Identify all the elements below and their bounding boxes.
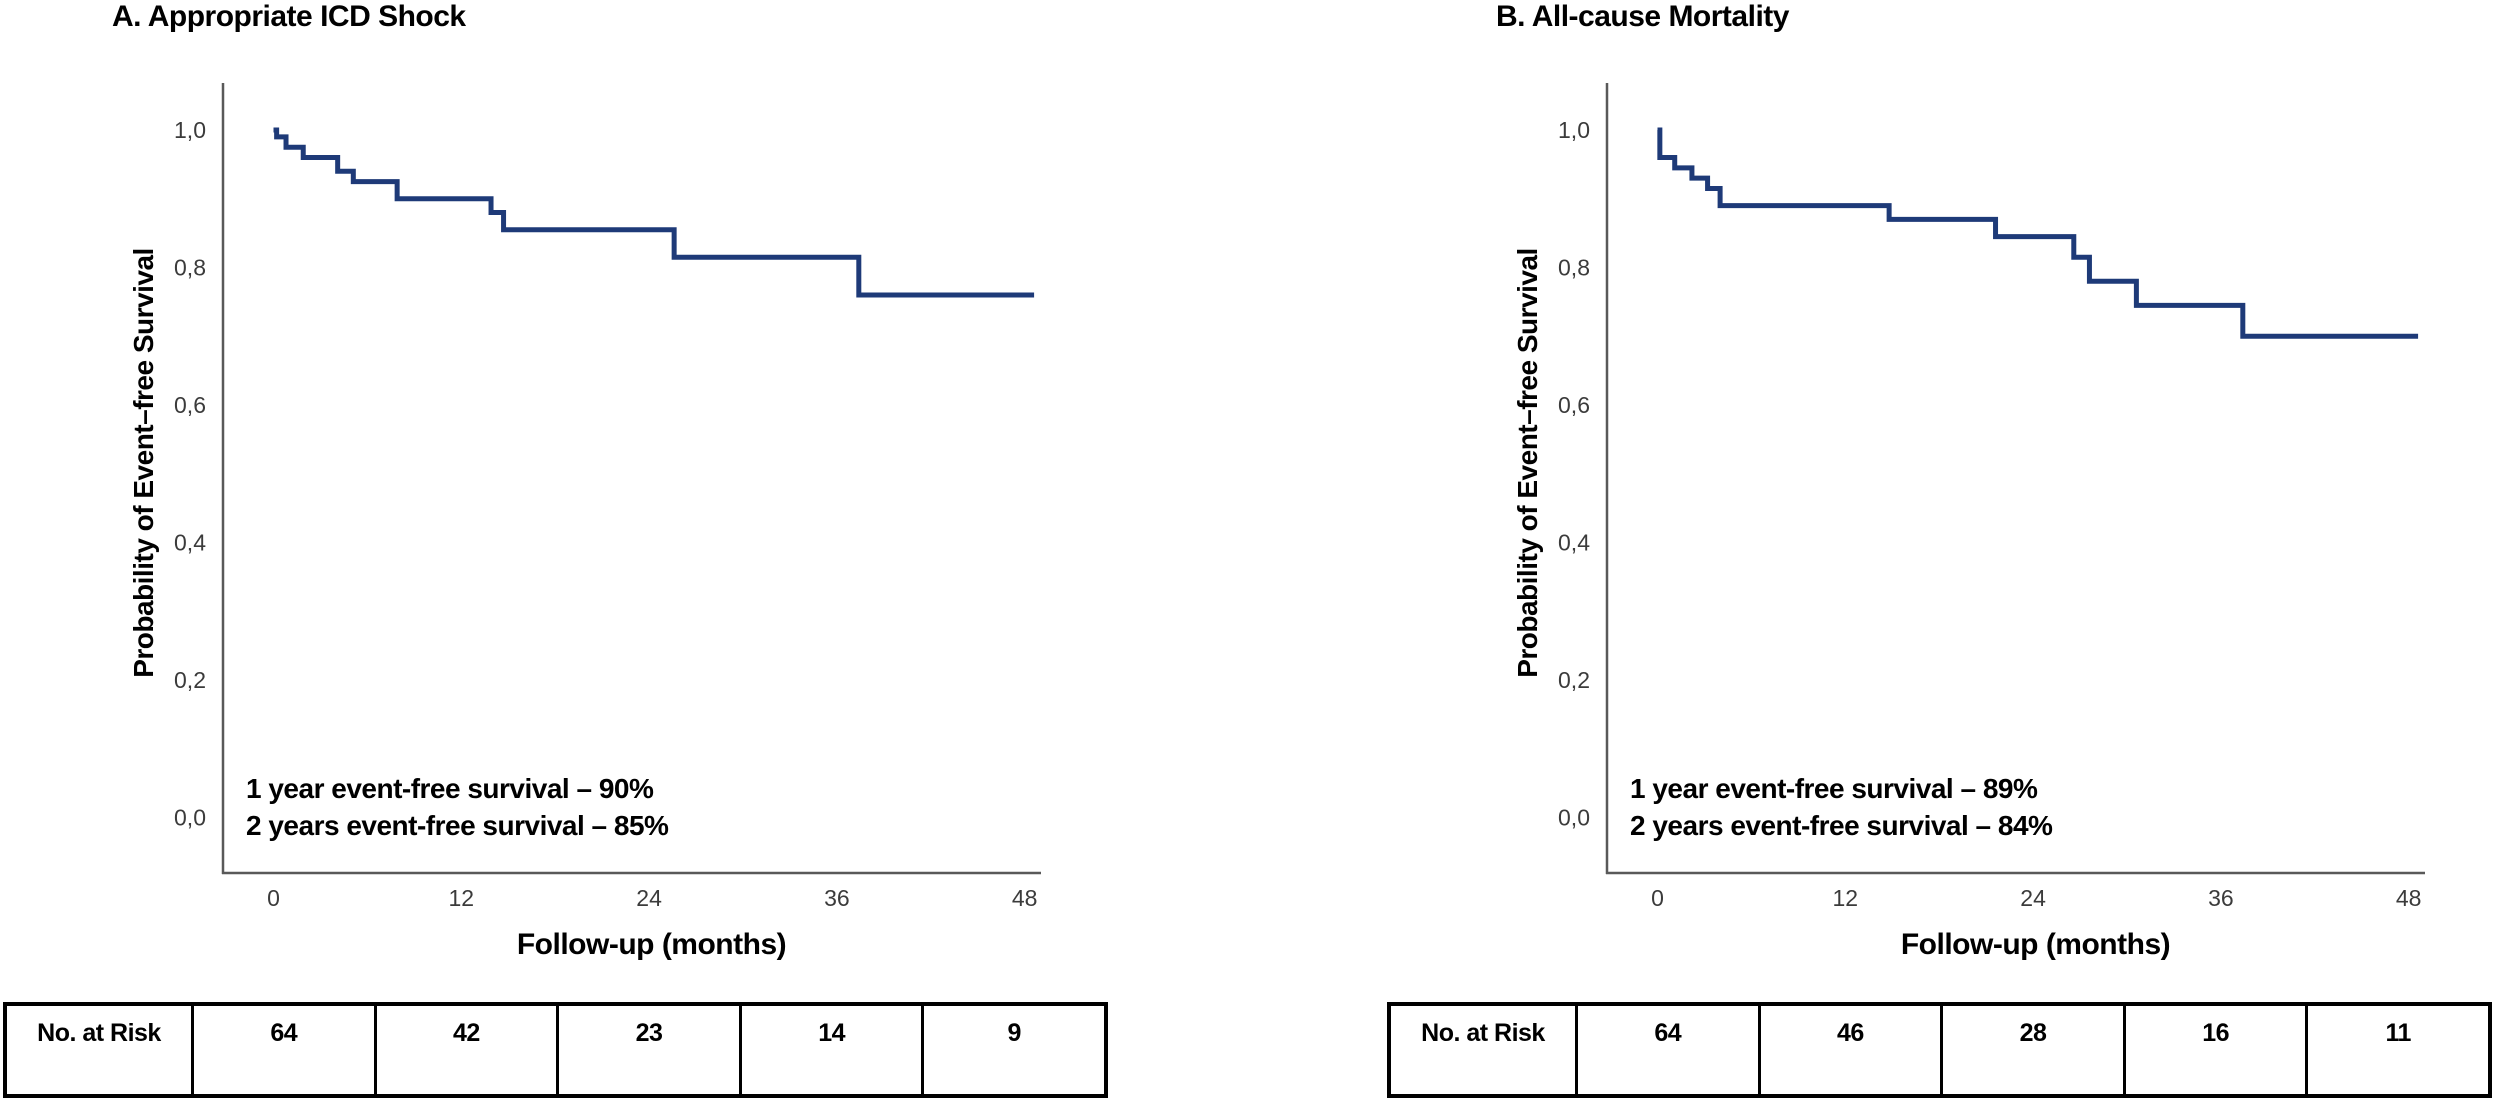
- risk-count-36mo: 14: [738, 1006, 922, 1094]
- annotation-line-2: 2 years event-free survival – 85%: [246, 810, 669, 841]
- panel-b-km-plot: 1,0 0,8 0,6 0,4 0,2 0,0 0 12 24 36 48: [1558, 83, 2425, 911]
- y-tick-label: 0,8: [1558, 255, 1590, 281]
- y-tick-label: 0,2: [1558, 667, 1590, 693]
- x-tick-label: 36: [824, 885, 850, 911]
- panel-all-cause-mortality: B. All-cause Mortality Probability of Ev…: [1384, 0, 2500, 1101]
- y-tick-label: 0,2: [174, 667, 206, 693]
- panel-b-risk-table: No. at Risk 64 46 28 16 11: [1387, 1002, 2492, 1098]
- x-tick-label: 24: [2020, 885, 2046, 911]
- panel-b-title: B. All-cause Mortality: [1496, 0, 1789, 33]
- x-tick-label: 48: [2396, 885, 2422, 911]
- annotation-line-1: 1 year event-free survival – 90%: [246, 773, 654, 804]
- y-tick-label: 1,0: [174, 117, 206, 143]
- risk-count-36mo: 16: [2122, 1006, 2306, 1094]
- y-tick-label: 0,4: [174, 530, 206, 556]
- risk-count-12mo: 42: [373, 1006, 557, 1094]
- panel-appropriate-icd-shock: A. Appropriate ICD Shock Probability of …: [0, 0, 1116, 1101]
- annotation-line-1: 1 year event-free survival – 89%: [1630, 773, 2038, 804]
- km-step-curve: [273, 127, 1035, 298]
- x-tick-label: 24: [636, 885, 662, 911]
- y-tick-label: 0,6: [1558, 392, 1590, 418]
- risk-count-24mo: 23: [556, 1006, 739, 1094]
- risk-count-24mo: 28: [1940, 1006, 2123, 1094]
- risk-count-48mo: 11: [2305, 1006, 2488, 1094]
- panel-a-x-axis-title: Follow-up (months): [516, 928, 787, 961]
- x-tick-label: 0: [267, 885, 280, 911]
- risk-count-48mo: 9: [921, 1006, 1104, 1094]
- x-tick-label: 0: [1651, 885, 1664, 911]
- panel-b-x-axis-title: Follow-up (months): [1900, 928, 2171, 961]
- panel-a-km-plot: 1,0 0,8 0,6 0,4 0,2 0,0 0 12 24 36 48: [174, 83, 1041, 911]
- x-tick-label: 12: [449, 885, 475, 911]
- panel-a-annotation: 1 year event-free survival – 90% 2 years…: [246, 770, 669, 844]
- y-tick-label: 0,0: [174, 805, 206, 831]
- panel-b-annotation: 1 year event-free survival – 89% 2 years…: [1630, 770, 2053, 844]
- risk-count-0mo: 64: [191, 1006, 374, 1094]
- y-tick-label: 0,0: [1558, 805, 1590, 831]
- risk-count-0mo: 64: [1575, 1006, 1758, 1094]
- panel-a-risk-table: No. at Risk 64 42 23 14 9: [3, 1002, 1108, 1098]
- panel-a-title: A. Appropriate ICD Shock: [112, 0, 466, 33]
- risk-table-label: No. at Risk: [37, 1019, 161, 1047]
- risk-table-label: No. at Risk: [1421, 1019, 1545, 1047]
- y-tick-label: 0,8: [174, 255, 206, 281]
- risk-count-12mo: 46: [1757, 1006, 1941, 1094]
- x-tick-label: 12: [1833, 885, 1859, 911]
- km-step-curve: [1657, 127, 2419, 339]
- y-tick-label: 0,6: [174, 392, 206, 418]
- y-tick-label: 1,0: [1558, 117, 1590, 143]
- x-tick-label: 48: [1012, 885, 1038, 911]
- y-tick-label: 0,4: [1558, 530, 1590, 556]
- annotation-line-2: 2 years event-free survival – 84%: [1630, 810, 2053, 841]
- x-tick-label: 36: [2208, 885, 2234, 911]
